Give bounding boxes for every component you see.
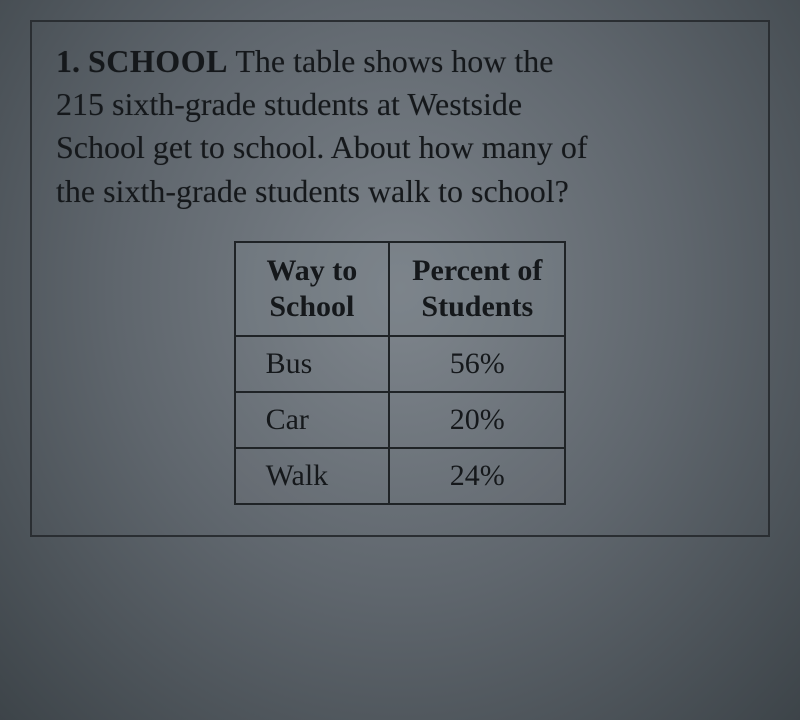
problem-line-4: the sixth-grade students walk to school? [56, 173, 569, 209]
table-row: Walk 24% [235, 448, 566, 504]
col2-line1: Percent of [412, 254, 542, 287]
cell-way: Walk [235, 448, 390, 504]
cell-way: Bus [235, 336, 390, 392]
col2-line2: Students [421, 290, 533, 323]
table-header-row: Way to School Percent of Students [235, 242, 566, 336]
problem-container: 1. SCHOOL The table shows how the 215 si… [30, 20, 770, 537]
col1-line1: Way to [266, 254, 357, 287]
cell-pct: 24% [389, 448, 565, 504]
table-row: Car 20% [235, 392, 566, 448]
cell-pct: 56% [389, 336, 565, 392]
col-header-percent: Percent of Students [389, 242, 565, 336]
problem-text: 1. SCHOOL The table shows how the 215 si… [56, 40, 744, 213]
col-header-way: Way to School [235, 242, 390, 336]
table-wrapper: Way to School Percent of Students Bus 56… [56, 241, 744, 505]
problem-line-1: The table shows how the [235, 43, 553, 79]
cell-pct: 20% [389, 392, 565, 448]
problem-line-2: 215 sixth-grade students at Westside [56, 86, 522, 122]
cell-way: Car [235, 392, 390, 448]
problem-number: 1. [56, 43, 80, 79]
col1-line2: School [269, 290, 354, 323]
problem-label: SCHOOL [88, 43, 228, 79]
transport-table: Way to School Percent of Students Bus 56… [234, 241, 567, 505]
table-row: Bus 56% [235, 336, 566, 392]
textbook-page: 1. SCHOOL The table shows how the 215 si… [0, 0, 800, 720]
problem-line-3: School get to school. About how many of [56, 129, 588, 165]
